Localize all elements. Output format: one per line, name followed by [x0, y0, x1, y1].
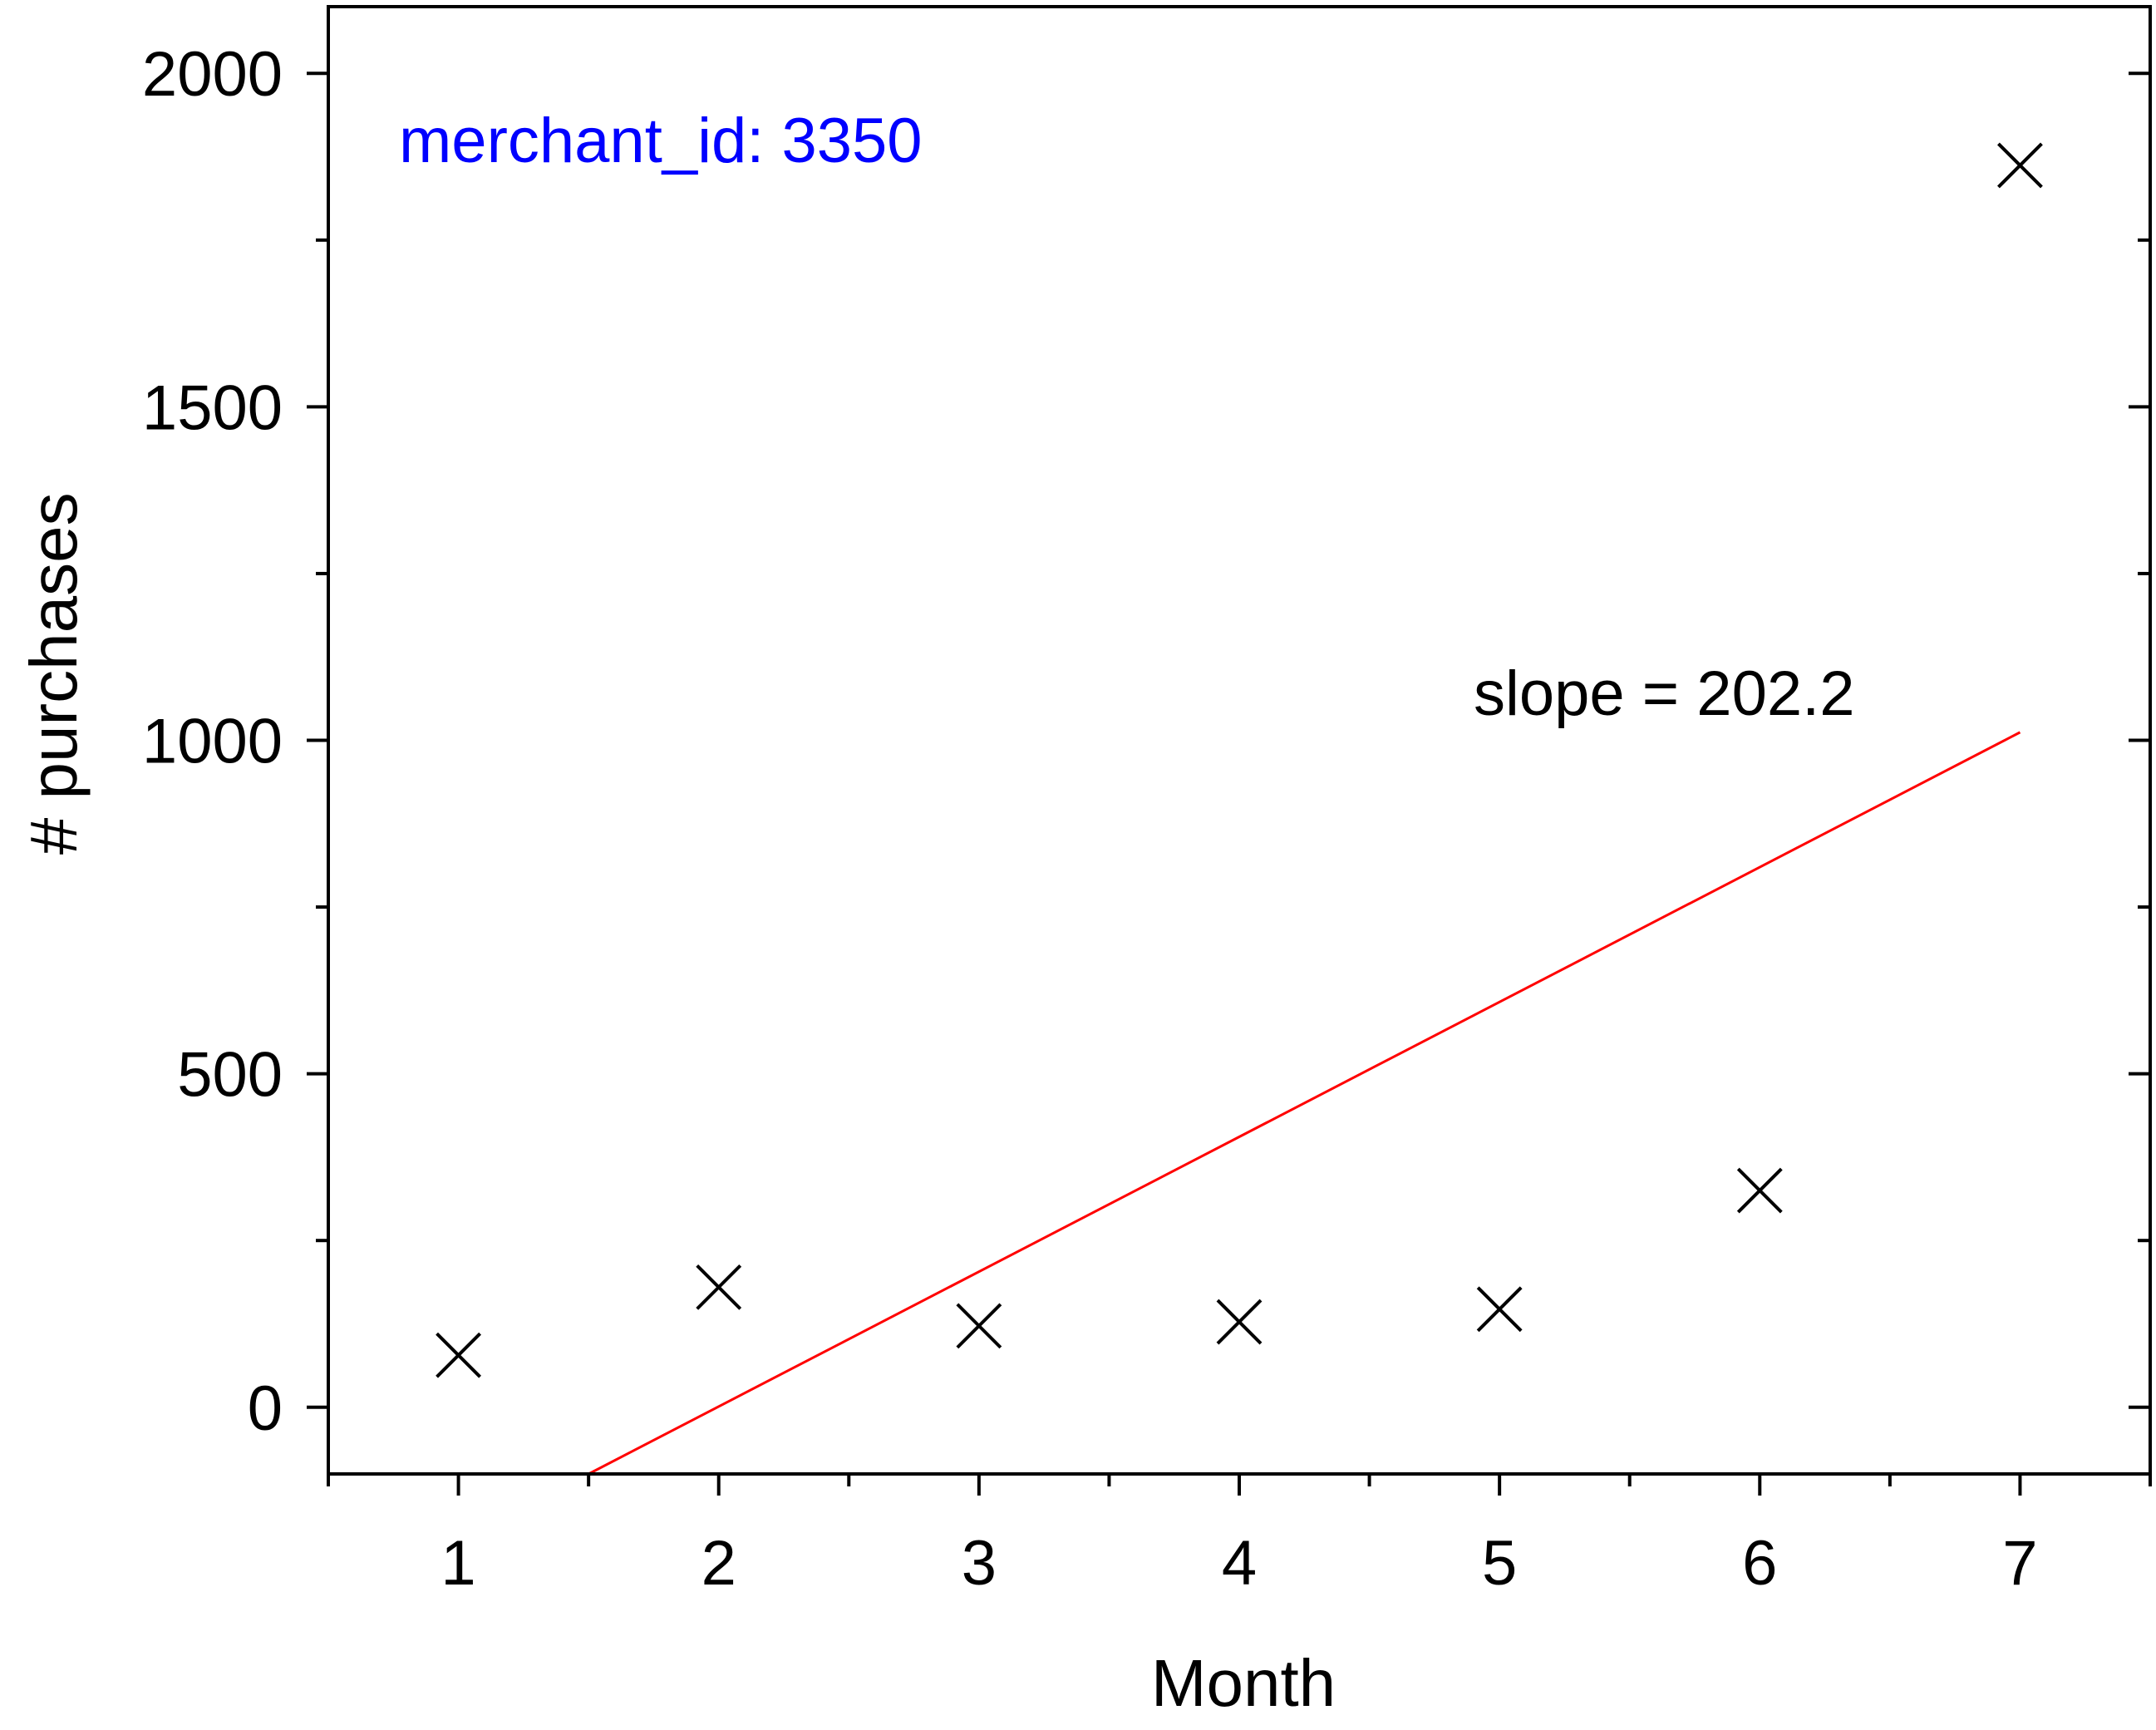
x-tick-label: 4 [1222, 1528, 1257, 1599]
y-tick-label: 1000 [142, 707, 283, 777]
y-axis-title: # purchases [17, 492, 91, 855]
fit-line [588, 731, 2021, 1476]
x-tick-label: 2 [701, 1528, 736, 1599]
data-point [956, 1303, 1002, 1349]
y-tick-label: 2000 [142, 39, 283, 110]
x-tick-label: 3 [962, 1528, 997, 1599]
axis-ticks [307, 71, 2152, 1496]
data-point [436, 1332, 481, 1378]
y-tick-label: 0 [248, 1373, 283, 1444]
data-point [1216, 1299, 1263, 1345]
x-tick-label: 6 [1742, 1528, 1777, 1599]
data-point [696, 1264, 742, 1310]
data-point [1476, 1286, 1523, 1333]
slope-annotation: slope = 202.2 [1474, 658, 1855, 729]
x-tick-label: 5 [1482, 1528, 1517, 1599]
data-point [1997, 142, 2043, 189]
x-axis-title: Month [1151, 1646, 1336, 1720]
data-point [1736, 1167, 1783, 1214]
tick-labels: 1 2 3 4 5 6 7 0 500 1000 1500 2000 [142, 39, 2038, 1599]
y-tick-label: 1500 [142, 372, 283, 443]
plot-frame [327, 5, 2152, 1476]
data-markers [436, 142, 2043, 1378]
y-tick-label: 500 [177, 1040, 283, 1111]
x-tick-label: 1 [441, 1528, 475, 1599]
merchant-id-annotation: merchant_id: 3350 [399, 106, 923, 176]
x-tick-label: 7 [2002, 1528, 2037, 1599]
